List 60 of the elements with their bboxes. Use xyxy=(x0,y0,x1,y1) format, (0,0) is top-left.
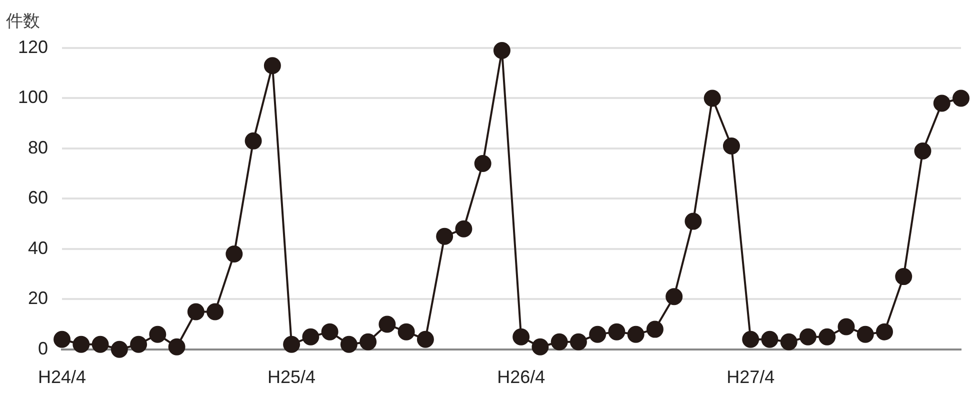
y-tick-label: 100 xyxy=(18,87,48,108)
point xyxy=(876,323,893,340)
point xyxy=(168,338,186,356)
point xyxy=(799,328,816,346)
point xyxy=(474,155,492,172)
point xyxy=(54,330,71,348)
point xyxy=(264,57,281,74)
point xyxy=(589,326,606,343)
point xyxy=(952,90,970,107)
x-tick-label: H26/4 xyxy=(497,367,546,388)
point xyxy=(360,333,377,350)
point xyxy=(532,338,549,356)
point xyxy=(340,336,358,353)
point xyxy=(283,336,300,353)
point xyxy=(722,137,740,154)
point xyxy=(512,328,530,346)
point xyxy=(550,333,568,350)
point xyxy=(149,326,166,343)
y-tick-label: 120 xyxy=(18,36,48,57)
point xyxy=(761,330,778,348)
y-axis-title: 件数 xyxy=(6,12,40,31)
point xyxy=(187,303,204,320)
y-tick-label: 20 xyxy=(28,288,48,308)
x-tick-label: H24/4 xyxy=(38,367,86,388)
point xyxy=(684,212,702,230)
point xyxy=(244,132,262,150)
point xyxy=(570,333,587,350)
point xyxy=(666,288,683,306)
point xyxy=(493,42,510,60)
point xyxy=(818,328,836,346)
point xyxy=(742,330,760,348)
x-tick-label: H25/4 xyxy=(268,367,316,388)
point xyxy=(455,220,472,238)
point xyxy=(933,94,950,112)
point xyxy=(92,336,109,353)
point xyxy=(226,245,243,262)
point xyxy=(398,323,415,340)
x-tick-label: H27/4 xyxy=(726,367,775,388)
point xyxy=(646,320,664,338)
point xyxy=(130,336,148,353)
y-tick-label: 60 xyxy=(28,188,48,208)
point xyxy=(704,90,721,107)
y-tick-label: 0 xyxy=(38,338,48,358)
point xyxy=(416,330,434,348)
point xyxy=(608,323,626,340)
point xyxy=(914,142,932,160)
point xyxy=(321,323,338,340)
point xyxy=(72,336,90,353)
point xyxy=(895,268,912,286)
point xyxy=(856,326,874,343)
point xyxy=(110,340,128,358)
y-tick-label: 80 xyxy=(28,137,48,158)
point xyxy=(436,228,454,245)
point xyxy=(378,316,396,333)
point xyxy=(838,318,855,336)
point xyxy=(302,328,320,346)
y-tick-label: 40 xyxy=(28,238,48,258)
point xyxy=(206,303,224,320)
point xyxy=(780,333,798,350)
point xyxy=(627,326,644,343)
